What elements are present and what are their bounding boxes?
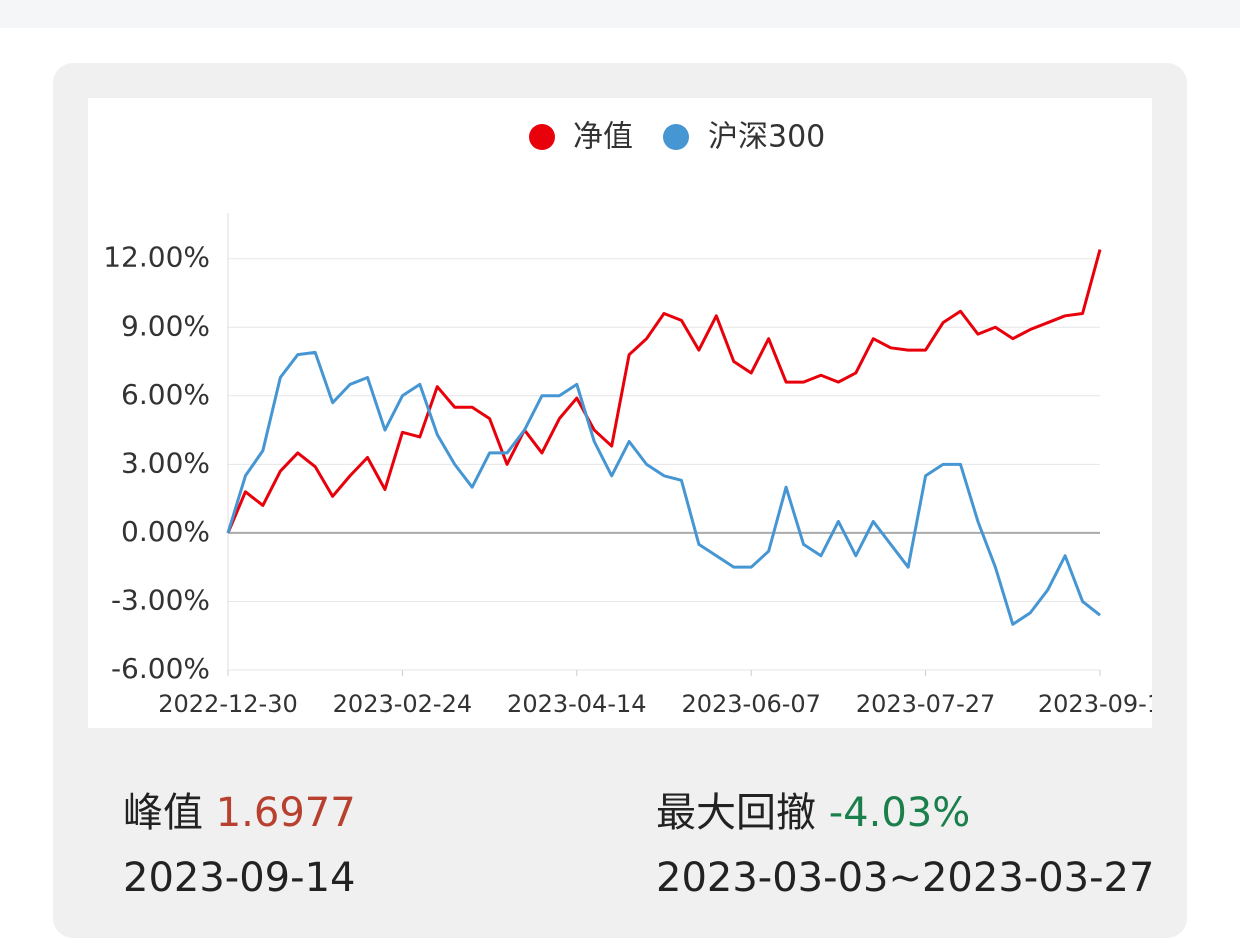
x-tick-label: 2023-04-14 [507,690,646,718]
y-tick-label: 12.00% [103,241,210,274]
chart: 净值 沪深300 -6.00% -3.00% 0.00% 3.00% 6.00% 9.00… [88,98,1152,728]
x-tick-label: 2023-09-1 [1038,690,1152,718]
drawdown: 最大回撤 -4.03% [656,780,970,838]
legend-dot [663,124,689,150]
line-series [226,249,1102,534]
y-tick-label: -6.00% [111,652,210,685]
peak-value: 1.6977 [215,790,356,836]
x-tick-label: 2022-12-30 [158,690,297,718]
y-tick-label: 0.00% [121,515,210,548]
drawdown-value: -4.03% [828,790,971,836]
y-tick-label: 3.00% [121,446,210,479]
top-bar [0,0,1240,28]
x-tick-label: 2023-06-07 [681,690,820,718]
legend-label: 净值 [573,120,633,155]
x-tick-label: 2023-02-24 [333,690,472,718]
y-tick-label: 9.00% [121,309,210,342]
legend-label: 沪深300 [708,120,825,155]
peak: 峰值 1.6977 [123,780,356,838]
line-series [226,350,1101,626]
y-tick-label: 6.00% [121,378,210,411]
drawdown-period: 2023-03-03~2023-03-27 [656,855,1155,901]
legend-dot [529,124,555,150]
x-tick-label: 2023-07-27 [856,690,995,718]
peak-label: 峰值 [123,790,203,836]
peak-date: 2023-09-14 [123,855,356,901]
y-tick-label: -3.00% [111,583,210,616]
drawdown-label: 最大回撤 [656,790,816,836]
